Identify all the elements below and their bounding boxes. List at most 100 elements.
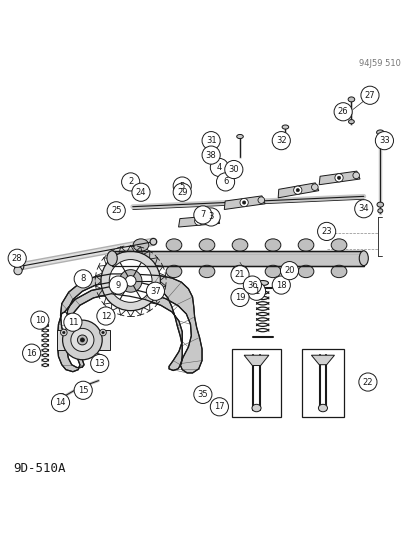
Text: 29: 29 <box>177 188 187 197</box>
Ellipse shape <box>330 239 346 251</box>
Circle shape <box>125 276 136 286</box>
Circle shape <box>295 189 299 192</box>
Circle shape <box>230 288 249 306</box>
Circle shape <box>148 286 156 294</box>
Ellipse shape <box>199 239 214 251</box>
FancyBboxPatch shape <box>231 349 280 417</box>
Polygon shape <box>244 355 268 366</box>
Text: 6: 6 <box>222 177 228 187</box>
Ellipse shape <box>297 239 313 251</box>
Text: 4: 4 <box>216 163 221 172</box>
Circle shape <box>210 398 228 416</box>
Text: 1: 1 <box>253 287 259 296</box>
Circle shape <box>102 332 104 334</box>
Ellipse shape <box>281 125 288 129</box>
Ellipse shape <box>166 239 181 251</box>
Polygon shape <box>59 336 108 348</box>
Circle shape <box>121 173 140 191</box>
Circle shape <box>243 276 261 294</box>
Text: 18: 18 <box>275 280 286 289</box>
Circle shape <box>202 146 220 164</box>
Circle shape <box>62 332 65 334</box>
Circle shape <box>252 281 256 286</box>
Circle shape <box>202 208 220 226</box>
Circle shape <box>210 158 228 176</box>
Circle shape <box>97 307 115 325</box>
Polygon shape <box>311 355 334 365</box>
Ellipse shape <box>133 265 148 278</box>
Circle shape <box>94 353 101 361</box>
Circle shape <box>119 270 142 292</box>
Text: 33: 33 <box>378 136 389 145</box>
Text: 9: 9 <box>115 280 121 289</box>
Polygon shape <box>93 329 110 350</box>
Ellipse shape <box>376 202 383 207</box>
Polygon shape <box>318 171 359 185</box>
Circle shape <box>132 183 150 201</box>
Text: 27: 27 <box>364 91 375 100</box>
Polygon shape <box>57 329 72 350</box>
Ellipse shape <box>358 251 368 265</box>
Ellipse shape <box>318 405 327 411</box>
Circle shape <box>193 385 211 403</box>
Circle shape <box>354 200 372 218</box>
Circle shape <box>375 132 392 150</box>
Text: 94J59 510: 94J59 510 <box>358 60 400 68</box>
Circle shape <box>51 393 69 411</box>
Text: 15: 15 <box>78 386 88 395</box>
Ellipse shape <box>256 280 268 286</box>
Circle shape <box>271 132 290 150</box>
Circle shape <box>109 260 152 302</box>
Circle shape <box>26 346 36 356</box>
Ellipse shape <box>236 134 243 139</box>
Circle shape <box>360 86 378 104</box>
Ellipse shape <box>347 97 354 102</box>
Circle shape <box>202 132 220 150</box>
Text: 5: 5 <box>179 182 185 190</box>
Circle shape <box>216 173 234 191</box>
Circle shape <box>333 103 351 121</box>
Circle shape <box>337 176 340 180</box>
Text: 11: 11 <box>67 318 78 327</box>
FancyBboxPatch shape <box>301 349 343 417</box>
Text: 22: 22 <box>362 377 372 386</box>
Circle shape <box>240 198 248 207</box>
Text: 24: 24 <box>135 188 146 197</box>
Circle shape <box>107 201 125 220</box>
Circle shape <box>280 262 298 280</box>
Circle shape <box>60 329 67 336</box>
Circle shape <box>173 177 191 195</box>
Circle shape <box>212 216 219 223</box>
Ellipse shape <box>265 239 280 251</box>
Ellipse shape <box>150 238 156 245</box>
Polygon shape <box>178 215 219 227</box>
Ellipse shape <box>232 265 247 278</box>
Text: 26: 26 <box>337 107 348 116</box>
Circle shape <box>29 349 33 353</box>
Text: 2: 2 <box>128 177 133 187</box>
Circle shape <box>100 329 106 336</box>
Circle shape <box>22 344 40 362</box>
Circle shape <box>271 276 290 294</box>
Text: 31: 31 <box>205 136 216 145</box>
Ellipse shape <box>265 265 280 278</box>
Text: 35: 35 <box>197 390 208 399</box>
Circle shape <box>193 206 211 224</box>
Text: 7: 7 <box>200 211 205 220</box>
Circle shape <box>77 335 87 345</box>
Circle shape <box>57 393 66 402</box>
Circle shape <box>248 278 260 289</box>
Ellipse shape <box>252 405 261 411</box>
Ellipse shape <box>199 265 214 278</box>
Text: 32: 32 <box>275 136 286 145</box>
Circle shape <box>101 251 160 311</box>
Circle shape <box>247 282 265 300</box>
Circle shape <box>71 328 94 351</box>
Text: 23: 23 <box>320 227 331 236</box>
Polygon shape <box>57 274 202 373</box>
Text: 14: 14 <box>55 398 66 407</box>
Text: 8: 8 <box>81 274 85 284</box>
Circle shape <box>352 172 358 179</box>
Ellipse shape <box>297 265 313 278</box>
Circle shape <box>14 266 22 274</box>
